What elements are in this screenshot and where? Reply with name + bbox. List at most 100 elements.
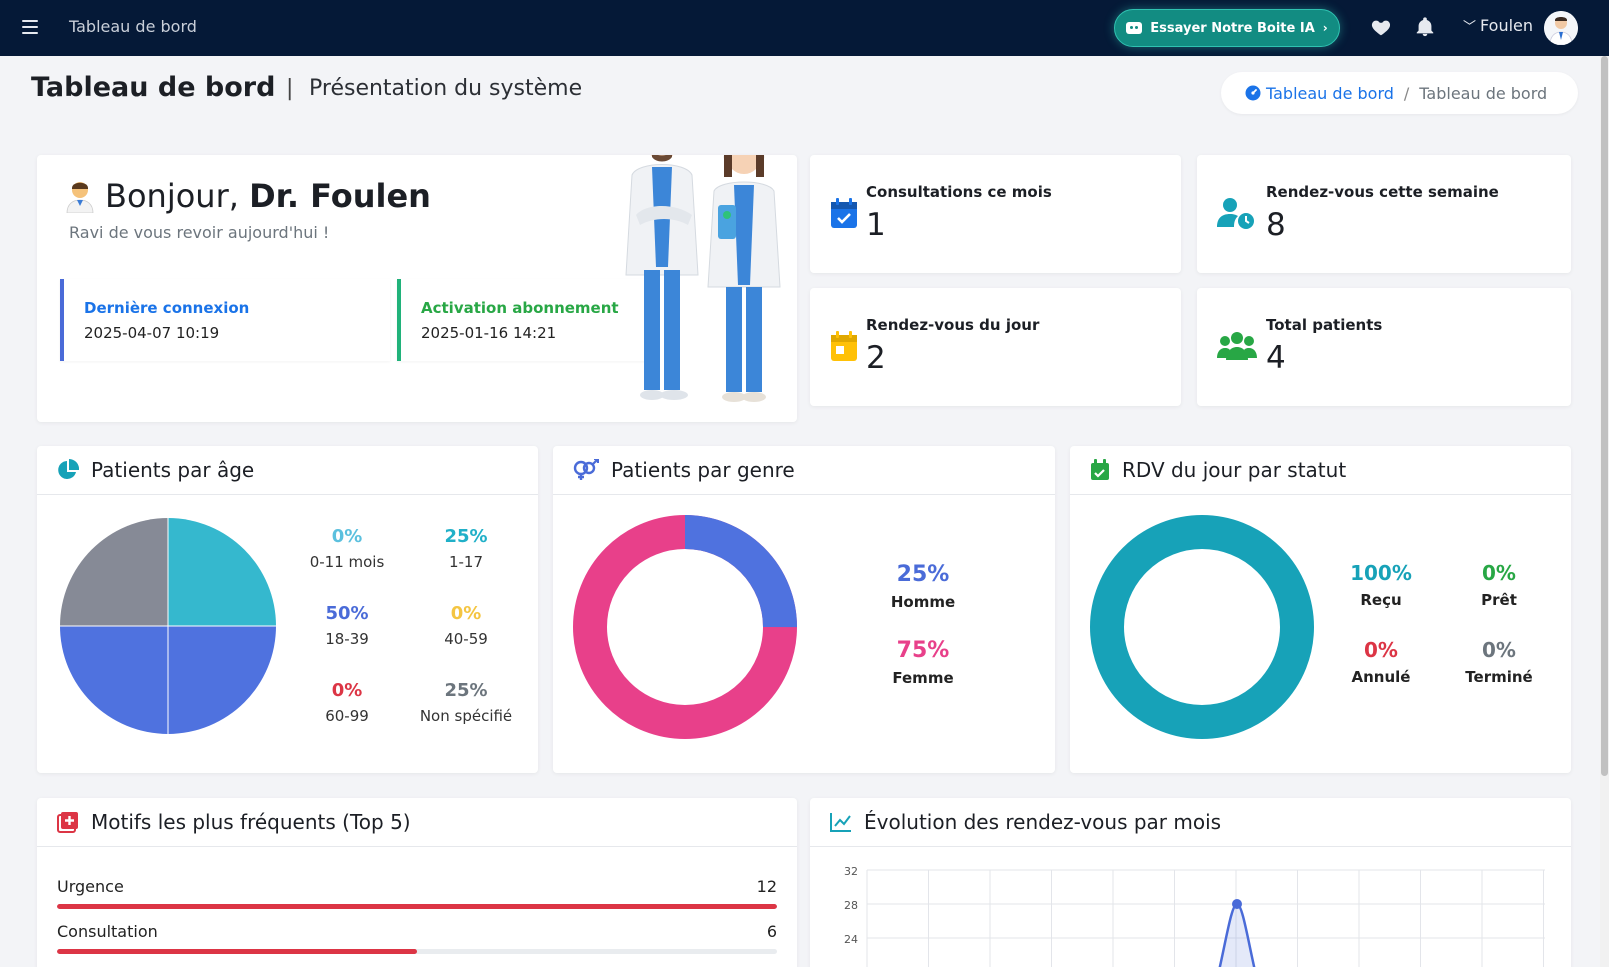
status-panel: RDV du jour par statut 100% Reçu 0% Prêt 0… [1070, 446, 1571, 773]
medical-notes-icon [57, 812, 78, 833]
donut-segment-homme [573, 515, 797, 739]
calendar-check-icon [831, 198, 857, 228]
legend-item: 0% Prêt [1481, 561, 1517, 609]
gender-donut-chart [573, 515, 797, 739]
breadcrumb-home-link[interactable]: Tableau de bord [1245, 84, 1394, 103]
stat-label: Consultations ce mois [866, 183, 1052, 201]
robot-icon [1126, 22, 1143, 34]
doctor-emoji-icon [66, 182, 94, 213]
panel-title: Évolution des rendez-vous par mois [864, 810, 1222, 834]
stat-card-today-appointments: Rendez-vous du jour 2 [810, 288, 1181, 406]
motif-row: Urgence 12 [57, 877, 777, 909]
user-menu[interactable]: ﹀ Foulen [1463, 16, 1533, 35]
y-tick-label: 28 [844, 899, 858, 912]
activation-label: Activation abonnement [421, 299, 619, 317]
stat-value: 2 [866, 340, 886, 376]
age-pie-chart [57, 515, 279, 737]
gender-panel: Patients par genre 25% Homme 75% Femme [553, 446, 1055, 773]
navbar-title: Tableau de bord [69, 17, 197, 36]
legend-item: 50% 18-39 [325, 603, 369, 648]
panel-header: Évolution des rendez-vous par mois [810, 798, 1571, 847]
panel-header: Motifs les plus fréquents (Top 5) [37, 798, 797, 847]
progress-track [57, 949, 777, 954]
stat-label: Total patients [1266, 316, 1383, 334]
legend-item: 75% Femme [892, 638, 954, 687]
legend-item: 0% Annulé [1351, 638, 1411, 686]
y-tick-label: 32 [844, 865, 858, 878]
legend-item: 100% Reçu [1350, 561, 1412, 609]
y-tick-label: 24 [844, 933, 858, 946]
motif-label: Consultation [57, 922, 158, 941]
panel-header: Patients par genre [553, 446, 1055, 495]
pie-slice-1-17 [168, 518, 276, 626]
heart-icon[interactable] [1370, 16, 1392, 38]
panel-title: RDV du jour par statut [1122, 458, 1347, 482]
avatar[interactable] [1544, 11, 1578, 45]
welcome-subtitle: Ravi de vous revoir aujourd'hui ! [69, 223, 330, 242]
chevron-down-icon: ﹀ [1463, 20, 1477, 35]
calendar-day-icon [831, 331, 857, 361]
page-scrollbar[interactable] [1600, 56, 1609, 967]
donut-segment-recu [1090, 515, 1314, 739]
progress-fill [57, 949, 417, 954]
activation-value: 2025-01-16 14:21 [421, 324, 557, 342]
last-login-box: Dernière connexion 2025-04-07 10:19 [60, 279, 390, 361]
legend-item: 0% 0-11 mois [309, 526, 385, 571]
panel-title: Patients par âge [91, 458, 255, 482]
calendar-check-icon [1091, 459, 1109, 480]
panel-title: Patients par genre [611, 458, 795, 482]
stat-value: 4 [1266, 340, 1286, 376]
last-login-value: 2025-04-07 10:19 [84, 324, 220, 342]
user-name: Foulen [1480, 16, 1534, 35]
page-title: Tableau de bord [31, 72, 276, 103]
stat-label: Rendez-vous du jour [866, 316, 1040, 334]
panel-title: Motifs les plus fréquents (Top 5) [91, 810, 411, 834]
welcome-card: Bonjour, Dr. Foulen Ravi de vous revoir … [37, 155, 797, 422]
series-area [1219, 904, 1255, 967]
chevron-right-icon: › [1322, 21, 1328, 35]
greeting: Bonjour, Dr. Foulen [65, 177, 431, 215]
doctors-illustration [625, 155, 781, 402]
top-navbar: Tableau de bord Essayer Notre Boite IA ›… [0, 0, 1609, 56]
users-icon [1217, 332, 1257, 360]
stat-value: 1 [866, 207, 886, 243]
legend-item: 25% Non spécifié [419, 680, 513, 725]
panel-header: RDV du jour par statut [1070, 446, 1571, 495]
panel-header: Patients par âge [37, 446, 538, 495]
last-login-label: Dernière connexion [84, 299, 250, 317]
doctor-name: Dr. Foulen [249, 177, 431, 215]
stat-card-consultations: Consultations ce mois 1 [810, 155, 1181, 273]
progress-fill [57, 904, 777, 909]
title-separator: | [286, 76, 294, 101]
progress-track [57, 904, 777, 909]
stat-value: 8 [1266, 207, 1286, 243]
motif-count: 6 [766, 922, 777, 941]
stat-card-total-patients: Total patients 4 [1197, 288, 1571, 406]
ai-box-button[interactable]: Essayer Notre Boite IA › [1114, 9, 1340, 47]
venus-mars-icon [573, 459, 599, 480]
breadcrumb-separator: / [1403, 83, 1410, 103]
legend-item: 25% Homme [890, 562, 956, 611]
legend-item: 25% 1-17 [444, 526, 488, 571]
legend-item: 0% Terminé [1465, 638, 1533, 686]
gauge-icon [1245, 85, 1261, 101]
motif-count: 12 [756, 877, 777, 896]
page-subtitle: Présentation du système [309, 76, 583, 101]
user-clock-icon [1217, 198, 1254, 229]
bell-icon[interactable] [1414, 16, 1436, 38]
breadcrumb-home-label: Tableau de bord [1266, 83, 1394, 103]
scrollbar-thumb[interactable] [1601, 56, 1608, 776]
pie-slice-non-specifie [60, 518, 168, 626]
activation-box: Activation abonnement 2025-01-16 14:21 [397, 279, 647, 361]
age-panel: Patients par âge 0% 0-11 mois 25% 1-17 50%… [37, 446, 538, 773]
greeting-text: Bonjour, [105, 177, 239, 215]
evolution-panel: Évolution des rendez-vous par mois 32 28… [810, 798, 1571, 967]
motif-row: Consultation 6 [57, 922, 777, 954]
data-point [1232, 899, 1242, 909]
pie-chart-icon [58, 459, 79, 479]
legend-item: 0% 40-59 [444, 603, 488, 648]
menu-toggle-icon[interactable] [22, 20, 38, 34]
breadcrumb: Tableau de bord / Tableau de bord [1221, 72, 1578, 114]
stat-card-week-appointments: Rendez-vous cette semaine 8 [1197, 155, 1571, 273]
breadcrumb-current: Tableau de bord [1419, 83, 1548, 103]
